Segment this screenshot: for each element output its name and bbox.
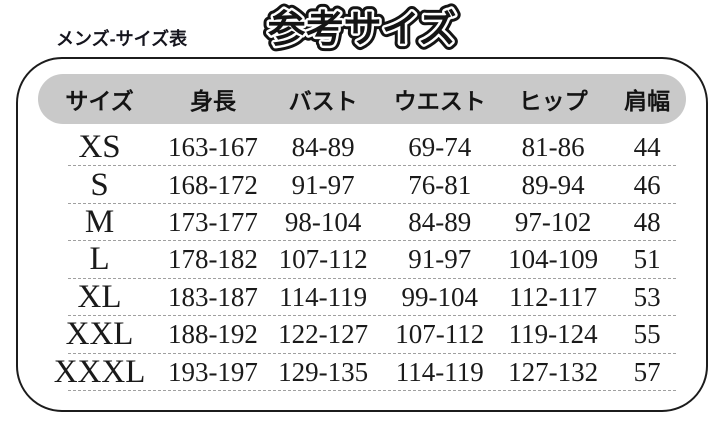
- cell-size: M: [84, 204, 115, 241]
- cell-bust: 84-89: [291, 132, 355, 163]
- table-row-xs: XS 163-167 84-89 69-74 81-86 44: [38, 129, 686, 167]
- cell-shoulder: 55: [633, 319, 661, 350]
- cell-shoulder: 44: [633, 132, 661, 163]
- cell-size: S: [90, 166, 109, 203]
- cell-bust: 98-104: [284, 207, 362, 238]
- cell-shoulder: 51: [633, 244, 661, 275]
- size-table-frame: サイズ 身長 バスト ウエスト ヒップ 肩幅 XS 163-167 84-89 …: [16, 57, 708, 412]
- cell-height: 168-172: [167, 169, 258, 200]
- table-header-row: サイズ 身長 バスト ウエスト ヒップ 肩幅: [38, 74, 686, 124]
- cell-waist: 76-81: [408, 169, 472, 200]
- cell-height: 173-177: [167, 207, 258, 238]
- cell-hip: 112-117: [509, 281, 598, 312]
- cell-hip: 119-124: [508, 319, 598, 350]
- cell-bust: 107-112: [278, 244, 368, 275]
- cell-waist: 84-89: [408, 207, 472, 238]
- column-header-waist: ウエスト: [393, 88, 486, 114]
- table-row-l: L 178-182 107-112 91-97 104-109 51: [38, 241, 686, 280]
- cell-bust: 114-119: [279, 281, 368, 312]
- table-row-s: S 168-172 91-97 76-81 89-94 46: [38, 166, 686, 205]
- chart-subtitle: メンズ-サイズ表: [56, 29, 188, 49]
- cell-shoulder: 48: [633, 207, 661, 238]
- cell-hip: 81-86: [521, 132, 585, 163]
- cell-shoulder: 57: [633, 356, 661, 387]
- cell-height: 178-182: [167, 244, 258, 275]
- cell-waist: 107-112: [395, 319, 485, 350]
- column-header-hip: ヒップ: [518, 88, 588, 114]
- cell-waist: 91-97: [408, 244, 472, 275]
- cell-hip: 89-94: [521, 169, 585, 200]
- cell-bust: 122-127: [278, 319, 369, 350]
- table-row-m: M 173-177 98-104 84-89 97-102 48: [38, 204, 686, 242]
- stylized-title-outline: 参考サイズ: [268, 8, 457, 51]
- cell-height: 193-197: [167, 356, 258, 387]
- cell-size: XXL: [65, 316, 134, 353]
- stylized-title-text: 参考サイズ: [268, 8, 457, 51]
- cell-waist: 114-119: [395, 356, 484, 387]
- cell-size: L: [89, 241, 110, 278]
- cell-hip: 104-109: [508, 244, 599, 275]
- cell-size: XL: [77, 278, 122, 315]
- column-header-shoulder: 肩幅: [624, 88, 671, 114]
- cell-height: 163-167: [167, 132, 258, 163]
- cell-bust: 91-97: [291, 169, 355, 200]
- cell-hip: 97-102: [514, 207, 592, 238]
- table-row-xl: XL 183-187 114-119 99-104 112-117 53: [38, 278, 686, 317]
- column-header-bust: バスト: [288, 88, 358, 114]
- cell-height: 183-187: [167, 281, 258, 312]
- stylized-title-inner-outline: 参考サイズ: [268, 8, 457, 51]
- cell-height: 188-192: [167, 319, 258, 350]
- stylized-title: 参考サイズ 参考サイズ 参考サイズ: [262, 3, 462, 57]
- cell-shoulder: 46: [633, 169, 661, 200]
- cell-hip: 127-132: [508, 356, 599, 387]
- cell-bust: 129-135: [278, 356, 369, 387]
- table-row-xxxl: XXXL 193-197 129-135 114-119 127-132 57: [38, 353, 686, 392]
- cell-size: XS: [78, 129, 121, 166]
- table-body: XS 163-167 84-89 69-74 81-86 44 S 168-17…: [38, 129, 686, 392]
- cell-waist: 69-74: [408, 132, 472, 163]
- cell-waist: 99-104: [401, 281, 478, 312]
- cell-size: XXXL: [53, 353, 146, 390]
- cell-shoulder: 53: [633, 281, 661, 312]
- column-header-height: 身長: [189, 88, 236, 114]
- table-row-xxl: XXL 188-192 122-127 107-112 119-124 55: [38, 316, 686, 354]
- column-header-size: サイズ: [65, 88, 134, 114]
